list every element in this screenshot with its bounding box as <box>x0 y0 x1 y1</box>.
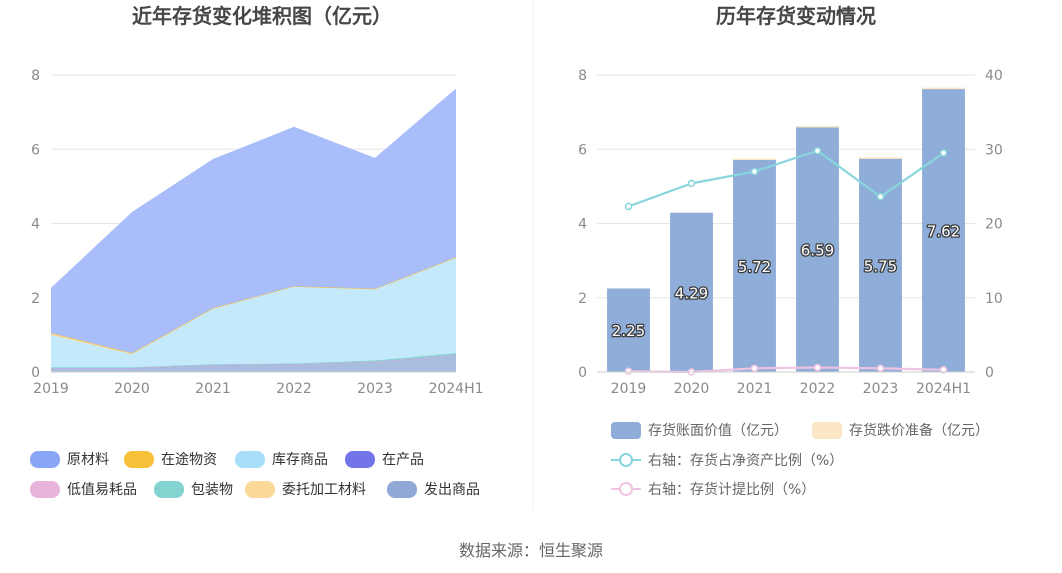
bar-value-label: 6.59 <box>801 242 834 260</box>
right-bar-plot <box>607 87 965 373</box>
right-y2-tick: 40 <box>985 68 1003 84</box>
inventory-bar <box>796 127 839 372</box>
ratio-point <box>687 179 696 188</box>
right-x-tick: 2022 <box>800 381 836 397</box>
bar-value-label: 5.75 <box>864 257 897 275</box>
inventory-bar <box>733 159 776 372</box>
right-x-tick: 2020 <box>674 381 710 397</box>
ratio-point <box>750 167 759 176</box>
area-series <box>51 89 456 354</box>
legend-label: 存货账面价值（亿元） <box>648 422 788 439</box>
ratio-point <box>624 202 633 211</box>
left-x-tick: 2023 <box>357 381 393 397</box>
area-series-edge <box>50 88 457 289</box>
right-y2-tick: 20 <box>985 217 1003 233</box>
legend-swatch <box>387 481 417 498</box>
provision-point <box>813 363 822 372</box>
inventory-bar <box>607 288 650 372</box>
right-x-tick: 2024H1 <box>916 381 971 397</box>
left-y-tick: 8 <box>31 68 40 84</box>
legend-label: 低值易耗品 <box>67 482 137 498</box>
left-y-tick: 6 <box>31 142 40 158</box>
legend-swatch <box>611 422 641 439</box>
legend-swatch <box>124 451 154 468</box>
ratio-point <box>813 146 822 155</box>
left-y-tick: 2 <box>31 291 40 307</box>
ratio-line <box>628 149 945 208</box>
right-x-tick: 2019 <box>611 381 647 397</box>
legend-label: 包装物 <box>191 482 233 498</box>
legend-label: 在途物资 <box>161 451 217 468</box>
right-y-tick: 8 <box>578 68 587 84</box>
legend-label: 库存商品 <box>272 452 328 468</box>
left-area-plot <box>50 88 457 372</box>
legend-swatch <box>245 481 275 498</box>
provision-point <box>939 366 948 374</box>
bar-value-label: 4.29 <box>675 284 708 302</box>
legend-swatch <box>345 451 375 468</box>
ratio-point <box>939 149 948 157</box>
right-x-tick: 2023 <box>863 381 899 397</box>
provision-point <box>876 364 885 373</box>
reserve-bar <box>859 157 902 159</box>
legend-label: 右轴：存货计提比例（%） <box>648 481 815 498</box>
left-axis: 2019 2020 2021 2022 2023 2024H1 <box>33 371 484 397</box>
right-chart-title: 历年存货变动情况 <box>716 4 876 28</box>
left-x-tick: 2019 <box>33 381 69 397</box>
right-y-tick: 0 <box>578 365 587 381</box>
reserve-bar <box>796 125 839 128</box>
right-axis: 2019 2020 2021 2022 2023 2024H1 <box>597 371 975 397</box>
provision-point <box>624 367 633 376</box>
right-line-plot: 2.25 4.29 5.72 6.59 5.75 7.62 <box>610 146 962 376</box>
bar-value-label: 2.25 <box>612 322 645 340</box>
legend-label: 原材料 <box>67 452 109 468</box>
left-x-tick: 2024H1 <box>428 381 483 397</box>
legend-label: 在产品 <box>382 452 424 468</box>
area-series <box>51 257 456 368</box>
legend-marker <box>619 482 633 496</box>
legend-label: 存货跌价准备（亿元） <box>849 422 989 439</box>
right-y2-tick: 10 <box>985 291 1003 307</box>
area-series <box>51 257 456 355</box>
bar-value-label: 7.62 <box>927 223 960 241</box>
legend-swatch <box>30 451 60 468</box>
left-x-tick: 2021 <box>195 381 231 397</box>
legend-swatch <box>30 481 60 498</box>
legend-swatch <box>154 481 184 498</box>
legend-swatch <box>812 422 842 439</box>
legend-label: 委托加工材料 <box>282 482 366 498</box>
data-source: 数据来源：恒生聚源 <box>459 541 603 560</box>
inventory-bar <box>670 212 713 372</box>
right-legend: 存货账面价值（亿元） 存货跌价准备（亿元） 右轴：存货占净资产比例（%） 右轴：存货计… <box>611 422 989 498</box>
right-y-tick: 6 <box>578 142 587 158</box>
bar-value-label: 5.72 <box>738 258 771 276</box>
reserve-bar <box>733 158 776 161</box>
right-y-tick: 4 <box>578 217 587 233</box>
left-y-tick: 4 <box>31 217 40 233</box>
left-x-tick: 2020 <box>114 381 150 397</box>
left-y-tick: 0 <box>31 365 40 381</box>
legend-marker <box>619 453 633 467</box>
legend-label: 右轴：存货占净资产比例（%） <box>648 452 843 469</box>
right-y-tick: 2 <box>578 291 587 307</box>
inventory-bar <box>922 89 965 373</box>
ratio-point <box>876 193 885 201</box>
right-x-tick: 2021 <box>737 381 773 397</box>
provision-point <box>750 364 759 373</box>
legend-label: 发出商品 <box>424 482 480 498</box>
right-y2-tick: 30 <box>985 142 1003 158</box>
left-x-tick: 2022 <box>276 381 312 397</box>
left-chart-title: 近年存货变化堆积图（亿元） <box>132 4 392 28</box>
right-y2-tick: 0 <box>985 365 994 381</box>
reserve-bar <box>922 87 965 90</box>
legend-swatch <box>235 451 265 468</box>
